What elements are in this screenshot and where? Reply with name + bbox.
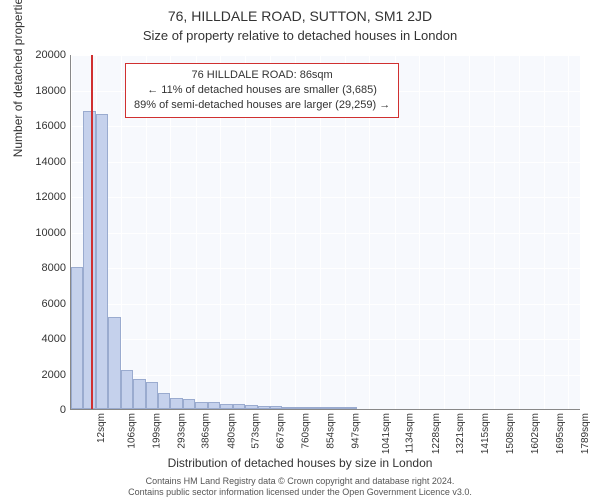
histogram-bar	[282, 407, 294, 409]
page-title: 76, HILLDALE ROAD, SUTTON, SM1 2JD	[0, 0, 600, 24]
chart-area: Number of detached properties 76 HILLDAL…	[70, 55, 580, 410]
y-tick-label: 8000	[26, 262, 66, 274]
grid-line-h	[71, 162, 580, 163]
x-tick-label: 293sqm	[176, 413, 187, 449]
x-tick-label: 1602sqm	[530, 413, 541, 454]
histogram-bar	[345, 407, 357, 409]
grid-line-v	[469, 55, 470, 409]
x-tick-label: 1508sqm	[505, 413, 516, 454]
y-tick-label: 0	[26, 404, 66, 416]
y-tick-label: 12000	[26, 191, 66, 203]
histogram-bar	[96, 114, 108, 409]
y-tick-label: 14000	[26, 156, 66, 168]
x-tick-label: 573sqm	[251, 413, 262, 449]
y-tick-label: 16000	[26, 120, 66, 132]
histogram-bar	[146, 382, 158, 409]
histogram-bar	[245, 405, 257, 409]
x-tick-label: 386sqm	[201, 413, 212, 449]
grid-line-h	[71, 55, 580, 56]
grid-line-v	[568, 55, 569, 409]
grid-line-h	[71, 126, 580, 127]
histogram-bar	[133, 379, 145, 409]
x-tick-label: 1415sqm	[480, 413, 491, 454]
y-axis-label: Number of detached properties	[11, 0, 25, 157]
grid-line-v	[444, 55, 445, 409]
histogram-bar	[332, 407, 344, 409]
histogram-bar	[220, 404, 232, 409]
y-tick-label: 2000	[26, 369, 66, 381]
x-tick-label: 667sqm	[276, 413, 287, 449]
grid-line-h	[71, 375, 580, 376]
x-tick-label: 106sqm	[127, 413, 138, 449]
y-tick-label: 20000	[26, 49, 66, 61]
histogram-bar	[295, 407, 307, 409]
grid-line-h	[71, 339, 580, 340]
histogram-bar	[320, 407, 332, 409]
histogram-bar	[71, 267, 83, 409]
y-tick-label: 10000	[26, 227, 66, 239]
x-tick-label: 1789sqm	[580, 413, 591, 454]
annotation-line: ← 11% of detached houses are smaller (3,…	[134, 83, 390, 98]
x-tick-label: 1695sqm	[555, 413, 566, 454]
annotation-box: 76 HILLDALE ROAD: 86sqm ← 11% of detache…	[125, 63, 399, 118]
y-tick-label: 6000	[26, 298, 66, 310]
histogram-bar	[170, 398, 182, 409]
footer-line: Contains public sector information licen…	[0, 487, 600, 498]
histogram-bar	[121, 370, 133, 409]
footer: Contains HM Land Registry data © Crown c…	[0, 476, 600, 498]
x-axis-label: Distribution of detached houses by size …	[0, 456, 600, 470]
grid-line-v	[419, 55, 420, 409]
footer-line: Contains HM Land Registry data © Crown c…	[0, 476, 600, 487]
grid-line-h	[71, 304, 580, 305]
histogram-bar	[183, 399, 195, 409]
histogram-bar	[307, 407, 319, 409]
x-tick-label: 1041sqm	[381, 413, 392, 454]
marker-line	[91, 55, 93, 409]
x-tick-label: 760sqm	[301, 413, 312, 449]
histogram-bar	[195, 402, 207, 409]
y-tick-label: 4000	[26, 333, 66, 345]
x-tick-label: 1321sqm	[455, 413, 466, 454]
chart-title: Size of property relative to detached ho…	[0, 24, 600, 43]
grid-line-h	[71, 268, 580, 269]
x-tick-label: 12sqm	[96, 413, 107, 443]
histogram-bar	[233, 404, 245, 409]
histogram-bar	[270, 406, 282, 409]
histogram-bar	[208, 402, 220, 409]
grid-line-v	[544, 55, 545, 409]
x-tick-label: 199sqm	[151, 413, 162, 449]
annotation-line: 76 HILLDALE ROAD: 86sqm	[134, 68, 390, 83]
grid-line-v	[519, 55, 520, 409]
x-tick-label: 1228sqm	[431, 413, 442, 454]
grid-line-v	[494, 55, 495, 409]
grid-line-h	[71, 233, 580, 234]
histogram-bar	[83, 111, 95, 409]
x-tick-label: 1134sqm	[405, 413, 416, 453]
histogram-bar	[158, 393, 170, 409]
x-tick-label: 854sqm	[326, 413, 337, 449]
annotation-line: 89% of semi-detached houses are larger (…	[134, 98, 390, 113]
histogram-bar	[108, 317, 120, 409]
grid-line-v	[121, 55, 122, 409]
histogram-bar	[258, 406, 270, 409]
x-tick-label: 480sqm	[226, 413, 237, 449]
x-tick-label: 947sqm	[350, 413, 361, 449]
y-tick-label: 18000	[26, 85, 66, 97]
grid-line-h	[71, 197, 580, 198]
